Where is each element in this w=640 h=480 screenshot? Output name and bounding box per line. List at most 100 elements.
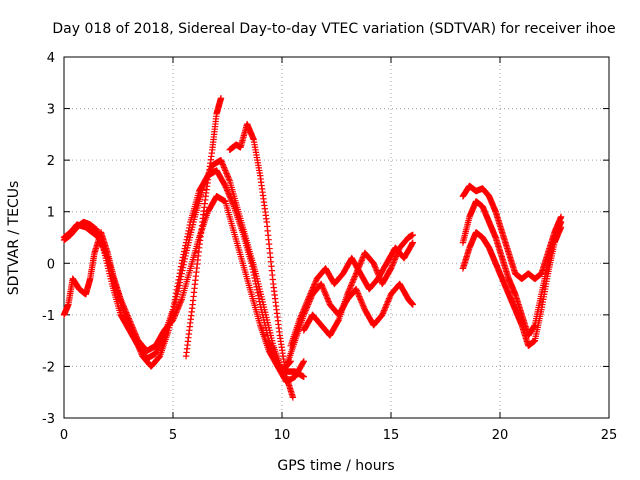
plus-marker bbox=[177, 266, 184, 274]
plus-marker bbox=[173, 286, 180, 294]
plus-marker bbox=[222, 182, 229, 190]
plus-marker bbox=[289, 394, 297, 401]
plus-marker bbox=[392, 253, 400, 260]
plus-marker bbox=[344, 289, 352, 296]
plus-marker bbox=[318, 282, 326, 289]
plus-marker bbox=[301, 303, 309, 310]
plus-marker bbox=[352, 285, 360, 293]
plus-marker bbox=[395, 247, 402, 254]
plus-marker bbox=[384, 299, 391, 307]
y-tick-label: 2 bbox=[47, 154, 55, 169]
plus-marker bbox=[117, 296, 124, 303]
plus-marker bbox=[357, 258, 365, 266]
plus-marker bbox=[306, 291, 314, 299]
plus-marker bbox=[128, 321, 135, 328]
plus-marker bbox=[370, 260, 377, 267]
plus-marker bbox=[249, 265, 256, 273]
plus-marker bbox=[298, 312, 305, 319]
plus-marker bbox=[379, 311, 386, 319]
plus-marker bbox=[390, 257, 398, 265]
plus-marker bbox=[121, 306, 129, 313]
plus-marker bbox=[223, 185, 230, 193]
plus-marker bbox=[131, 328, 138, 336]
series-track-c bbox=[60, 193, 307, 380]
plus-marker bbox=[311, 281, 318, 288]
plus-marker bbox=[250, 268, 257, 276]
plus-marker bbox=[300, 306, 307, 313]
plus-marker bbox=[218, 158, 225, 165]
plus-marker bbox=[174, 279, 182, 287]
plus-marker bbox=[299, 359, 307, 366]
plus-marker bbox=[133, 334, 141, 341]
plus-marker bbox=[387, 265, 395, 272]
plus-marker bbox=[388, 263, 395, 271]
plus-marker bbox=[172, 310, 179, 318]
plus-marker bbox=[183, 236, 190, 243]
x-tick-label: 10 bbox=[274, 428, 291, 443]
plus-marker bbox=[224, 188, 232, 196]
plus-marker bbox=[320, 286, 327, 294]
plus-marker bbox=[356, 293, 363, 300]
plus-marker bbox=[177, 297, 185, 305]
plus-marker bbox=[177, 263, 185, 270]
plus-marker bbox=[347, 282, 355, 289]
plus-marker bbox=[129, 324, 136, 331]
plus-marker bbox=[120, 303, 127, 310]
y-tick-label: 1 bbox=[47, 206, 55, 221]
plus-marker bbox=[350, 276, 357, 283]
plus-marker bbox=[345, 288, 352, 295]
plus-marker bbox=[354, 265, 362, 273]
series-track-d bbox=[182, 95, 225, 360]
plus-marker bbox=[390, 259, 397, 266]
plus-marker bbox=[319, 285, 327, 292]
plus-marker bbox=[376, 274, 383, 282]
x-axis-label: GPS time / hours bbox=[277, 458, 394, 474]
plus-marker bbox=[356, 294, 364, 302]
plus-marker bbox=[409, 239, 416, 246]
plus-marker bbox=[220, 162, 227, 170]
plus-marker bbox=[175, 276, 182, 284]
x-tick-label: 15 bbox=[383, 428, 400, 443]
plus-marker bbox=[222, 184, 230, 191]
plus-marker bbox=[171, 313, 178, 321]
plus-marker bbox=[303, 300, 310, 308]
plus-marker bbox=[179, 254, 187, 261]
plus-marker bbox=[382, 302, 390, 310]
series-track-e bbox=[226, 120, 297, 401]
plus-marker bbox=[384, 298, 392, 305]
x-tick-label: 0 bbox=[60, 428, 68, 443]
plus-marker bbox=[355, 264, 362, 271]
plus-marker bbox=[256, 298, 263, 305]
plus-marker bbox=[374, 270, 382, 277]
x-tick-label: 20 bbox=[492, 428, 509, 443]
plus-marker bbox=[173, 307, 180, 315]
plus-marker bbox=[382, 304, 389, 311]
plus-marker bbox=[349, 279, 356, 286]
plus-marker bbox=[383, 301, 390, 308]
plus-marker bbox=[221, 165, 228, 173]
plus-marker bbox=[385, 296, 392, 304]
plus-marker bbox=[300, 373, 307, 380]
plus-marker bbox=[360, 303, 367, 310]
plus-marker bbox=[250, 271, 258, 279]
plus-marker bbox=[119, 302, 127, 309]
plus-marker bbox=[358, 299, 365, 306]
plus-marker bbox=[252, 280, 260, 288]
plus-marker bbox=[379, 310, 387, 317]
plus-marker bbox=[354, 288, 361, 296]
plus-marker bbox=[171, 312, 179, 319]
plus-marker bbox=[227, 194, 234, 201]
plus-marker bbox=[359, 254, 367, 261]
plus-marker bbox=[185, 224, 193, 232]
x-tick-label: 5 bbox=[169, 428, 177, 443]
plus-marker bbox=[175, 303, 182, 310]
plus-marker bbox=[321, 289, 329, 296]
plus-marker bbox=[409, 231, 416, 239]
plus-marker bbox=[392, 254, 399, 262]
plus-marker bbox=[375, 271, 382, 279]
plus-marker bbox=[225, 191, 233, 198]
plus-marker bbox=[252, 277, 259, 285]
chart-title: Day 018 of 2018, Sidereal Day-to-day VTE… bbox=[52, 21, 615, 37]
plus-marker bbox=[347, 283, 354, 291]
y-tick-label: -3 bbox=[42, 412, 55, 427]
